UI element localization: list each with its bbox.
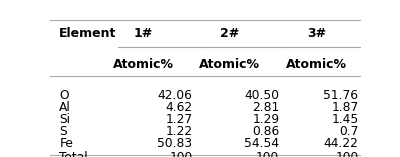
Text: 3#: 3# <box>307 27 326 40</box>
Text: 1.87: 1.87 <box>331 101 358 114</box>
Text: S: S <box>59 125 67 138</box>
Text: 40.50: 40.50 <box>244 89 279 102</box>
Text: 1#: 1# <box>133 27 153 40</box>
Text: Total: Total <box>59 151 88 157</box>
Text: Al: Al <box>59 101 71 114</box>
Text: Atomic%: Atomic% <box>112 57 174 70</box>
Text: 1.45: 1.45 <box>331 113 358 126</box>
Text: 44.22: 44.22 <box>324 137 358 150</box>
Text: 4.62: 4.62 <box>166 101 193 114</box>
Text: 2#: 2# <box>220 27 240 40</box>
Text: Atomic%: Atomic% <box>199 57 260 70</box>
Text: 54.54: 54.54 <box>244 137 279 150</box>
Text: 100: 100 <box>256 151 279 157</box>
Text: 1.22: 1.22 <box>166 125 193 138</box>
Text: 0.86: 0.86 <box>252 125 279 138</box>
Text: 50.83: 50.83 <box>158 137 193 150</box>
Text: 2.81: 2.81 <box>252 101 279 114</box>
Text: Fe: Fe <box>59 137 73 150</box>
Text: Si: Si <box>59 113 70 126</box>
Text: 1.29: 1.29 <box>252 113 279 126</box>
Text: Atomic%: Atomic% <box>286 57 347 70</box>
Text: 100: 100 <box>169 151 193 157</box>
Text: O: O <box>59 89 69 102</box>
Text: 51.76: 51.76 <box>324 89 358 102</box>
Text: Element: Element <box>59 27 117 40</box>
Text: 0.7: 0.7 <box>339 125 358 138</box>
Text: 42.06: 42.06 <box>158 89 193 102</box>
Text: 100: 100 <box>335 151 358 157</box>
Text: 1.27: 1.27 <box>166 113 193 126</box>
